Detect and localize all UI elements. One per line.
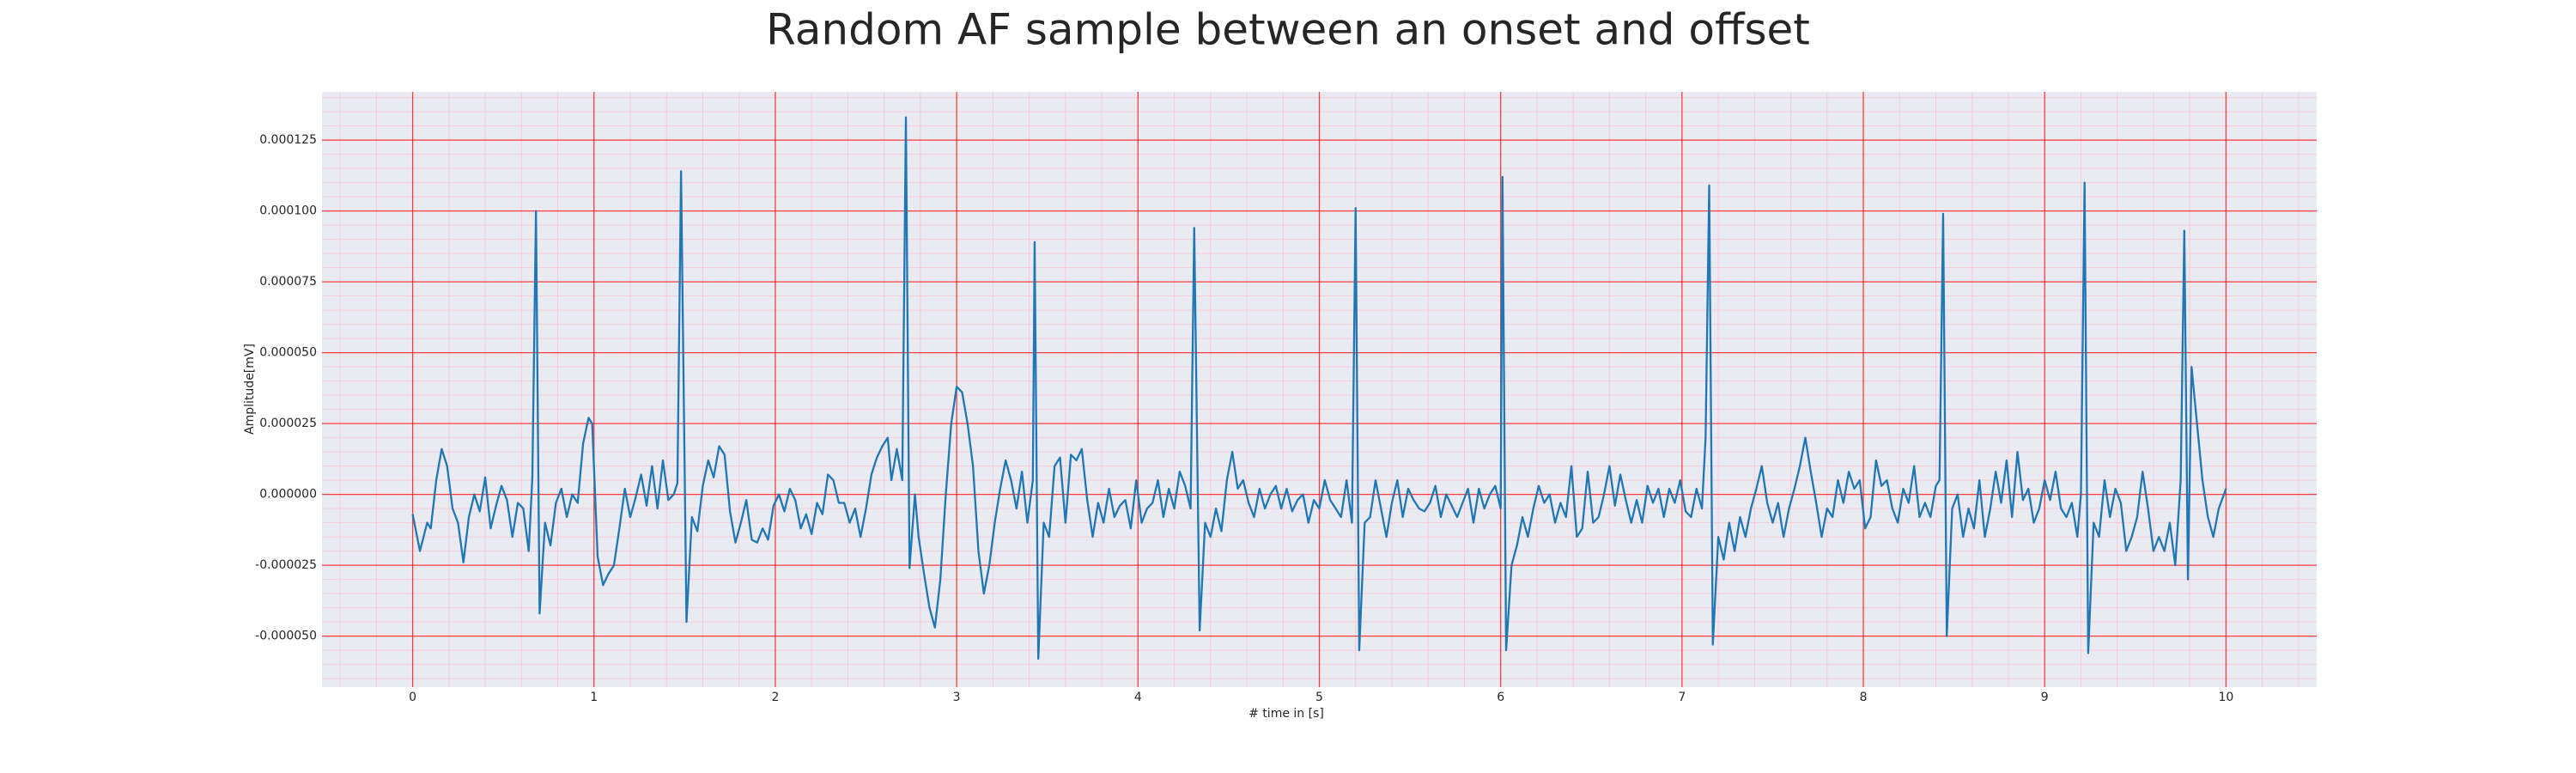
- y-tick-label: 0.000100: [259, 204, 317, 218]
- y-tick-label: -0.000025: [255, 558, 317, 572]
- chart-title: Random AF sample between an onset and of…: [766, 5, 1810, 55]
- x-tick-label: 2: [771, 691, 779, 704]
- x-tick-label: 6: [1497, 691, 1504, 704]
- x-tick-label: 4: [1134, 691, 1142, 704]
- x-tick-label: 9: [2041, 691, 2049, 704]
- y-tick-label: 0.000050: [259, 346, 317, 360]
- x-tick-label: 5: [1315, 691, 1323, 704]
- y-tick-label: 0.000125: [259, 133, 317, 147]
- grid: [322, 92, 2317, 687]
- y-tick-label: 0.000000: [259, 488, 317, 502]
- x-tick-label: 3: [953, 691, 961, 704]
- x-tick-label: 7: [1678, 691, 1686, 704]
- y-tick-label: 0.000075: [259, 275, 317, 289]
- x-axis-label: # time in [s]: [1249, 707, 1324, 721]
- x-tick-label: 1: [590, 691, 598, 704]
- y-tick-label: 0.000025: [259, 417, 317, 430]
- x-tick-label: 0: [409, 691, 416, 704]
- x-tick-label: 8: [1860, 691, 1868, 704]
- y-axis-label: Amplitude[mV]: [243, 344, 257, 435]
- y-tick-label: -0.000050: [255, 630, 317, 643]
- x-tick-label: 10: [2218, 691, 2233, 704]
- signal-line: [411, 116, 2227, 660]
